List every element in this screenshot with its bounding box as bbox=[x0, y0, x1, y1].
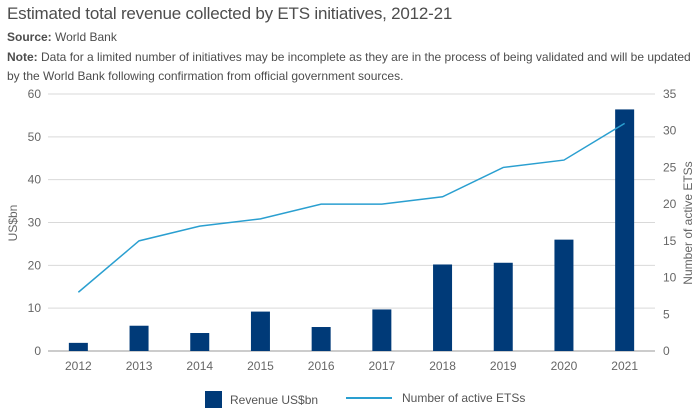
x-axis-ticks: 2012 2013 2014 2015 2016 2017 2018 2019 2020 2021 bbox=[65, 359, 638, 373]
y-tick-label: 40 bbox=[28, 173, 42, 187]
y-tick-label: 10 bbox=[28, 301, 42, 315]
line-series bbox=[77, 122, 626, 293]
x-tick-label: 2013 bbox=[126, 359, 153, 373]
bar-2019 bbox=[493, 262, 513, 351]
legend-label-revenue: Revenue US$bn bbox=[230, 392, 319, 407]
x-tick-label: 2015 bbox=[247, 359, 274, 373]
line-active-ets bbox=[77, 122, 626, 293]
bar-2013 bbox=[129, 325, 149, 351]
y2-tick-label: 35 bbox=[663, 87, 677, 101]
source-label: Source: bbox=[7, 30, 52, 44]
x-tick-label: 2021 bbox=[611, 359, 638, 373]
bar-2017 bbox=[372, 309, 392, 351]
bar-2014 bbox=[190, 333, 210, 351]
y2-tick-label: 20 bbox=[663, 197, 677, 211]
bar-series bbox=[68, 109, 635, 351]
legend-item-ets: Number of active ETSs bbox=[346, 391, 525, 405]
x-tick-label: 2012 bbox=[65, 359, 92, 373]
bar-2018 bbox=[433, 264, 453, 351]
y2-tick-label: 0 bbox=[663, 344, 670, 358]
bar-2020 bbox=[554, 239, 574, 351]
y2-tick-label: 25 bbox=[663, 160, 677, 174]
x-tick-label: 2019 bbox=[490, 359, 517, 373]
y2-tick-label: 10 bbox=[663, 271, 677, 285]
legend-swatch-bar bbox=[205, 391, 222, 408]
y-axis-label: US$bn bbox=[6, 205, 20, 242]
y-tick-label: 30 bbox=[28, 216, 42, 230]
y-tick-label: 50 bbox=[28, 130, 42, 144]
chart-title: Estimated total revenue collected by ETS… bbox=[7, 4, 453, 23]
y2-tick-label: 30 bbox=[663, 124, 677, 138]
bar-2016 bbox=[311, 327, 331, 351]
y2-tick-label: 15 bbox=[663, 234, 677, 248]
note-text: Note: Data for a limited number of initi… bbox=[7, 48, 697, 86]
y-tick-label: 60 bbox=[28, 87, 42, 101]
x-tick-label: 2017 bbox=[368, 359, 395, 373]
source-value: World Bank bbox=[51, 30, 117, 44]
legend-swatch-line bbox=[346, 397, 392, 399]
y-tick-label: 0 bbox=[34, 344, 41, 358]
bar-2015 bbox=[250, 311, 270, 351]
bar-2021 bbox=[615, 109, 635, 351]
legend-label-ets: Number of active ETSs bbox=[402, 391, 526, 405]
right-axis-ticks: 0 5 10 15 20 25 30 35 bbox=[663, 87, 677, 358]
x-tick-label: 2018 bbox=[429, 359, 456, 373]
y2-tick-label: 5 bbox=[663, 307, 670, 321]
x-tick-label: 2020 bbox=[551, 359, 578, 373]
x-tick-label: 2016 bbox=[308, 359, 335, 373]
y2-axis-label: Number of active ETSs bbox=[681, 161, 695, 284]
source-line: Source: World Bank bbox=[7, 30, 117, 44]
left-axis-ticks: 0 10 20 30 40 50 60 bbox=[28, 87, 42, 358]
note-label: Note: bbox=[7, 50, 38, 64]
bar-2012 bbox=[68, 342, 88, 351]
gridlines bbox=[48, 93, 655, 352]
note-value: Data for a limited number of initiatives… bbox=[7, 50, 691, 83]
y-tick-label: 20 bbox=[28, 258, 42, 272]
legend-item-revenue: Revenue US$bn bbox=[205, 391, 318, 408]
x-tick-label: 2014 bbox=[186, 359, 213, 373]
